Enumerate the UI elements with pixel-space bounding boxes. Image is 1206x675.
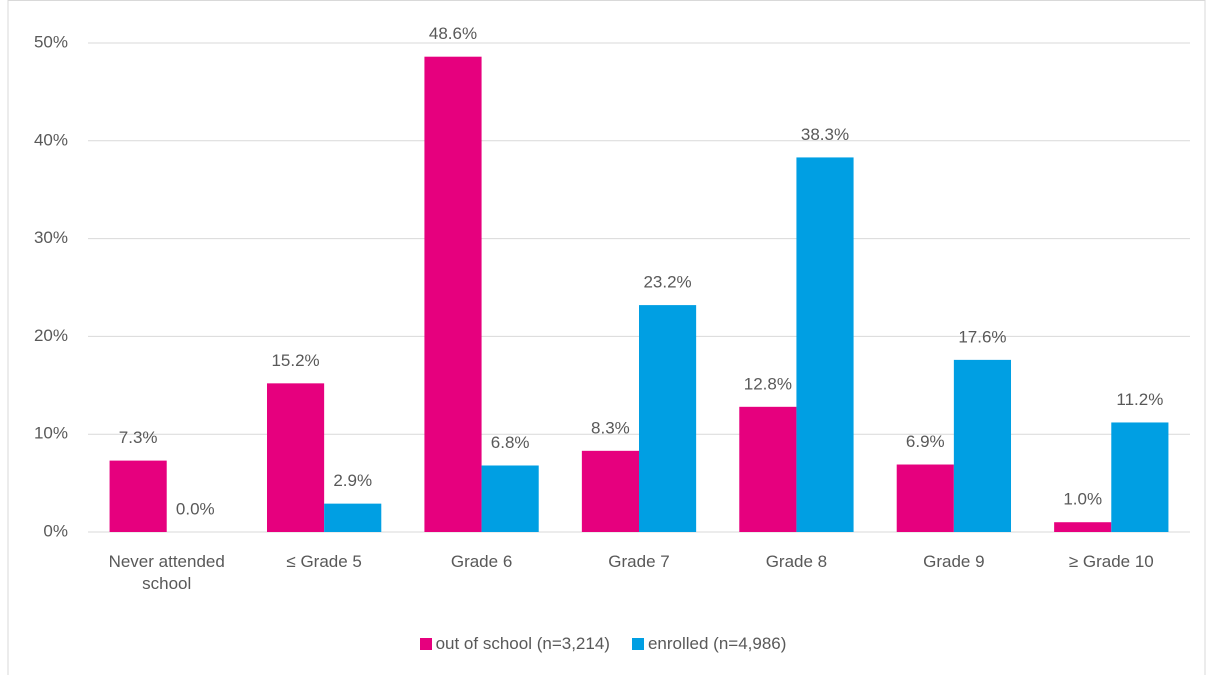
- x-tick-label: ≥ Grade 10: [1068, 552, 1154, 571]
- value-label: 17.6%: [958, 327, 1006, 346]
- value-label: 8.3%: [591, 418, 630, 437]
- x-tick-label: Grade 7: [608, 552, 670, 571]
- legend-swatch: [419, 638, 432, 650]
- y-tick-label: 50%: [34, 32, 68, 51]
- y-tick-label: 10%: [34, 424, 68, 443]
- x-tick-label: Grade 6: [450, 552, 513, 571]
- x-tick-label: Never attended school: [108, 552, 225, 593]
- value-label: 6.9%: [906, 432, 945, 451]
- value-label: 6.8%: [491, 433, 530, 452]
- bar: [266, 383, 325, 532]
- legend-label: out of school (n=3,214): [435, 634, 610, 653]
- bar: [1054, 522, 1112, 532]
- value-label: 7.3%: [119, 428, 158, 447]
- y-tick-label: 0%: [43, 521, 68, 540]
- y-tick-label: 30%: [34, 228, 68, 247]
- bar: [953, 359, 1012, 532]
- value-label: 38.3%: [801, 125, 849, 144]
- value-label: 15.2%: [271, 351, 319, 370]
- value-label: 12.8%: [744, 374, 792, 393]
- bar: [639, 305, 697, 532]
- y-tick-label: 40%: [34, 130, 68, 149]
- value-label: 0.0%: [176, 499, 215, 518]
- x-tick-label: Grade 8: [765, 552, 828, 571]
- x-tick-label: Grade 9: [923, 552, 985, 571]
- value-label: 11.2%: [1116, 390, 1163, 409]
- bar: [896, 464, 954, 532]
- bar: [1111, 422, 1169, 532]
- bar: [424, 56, 482, 532]
- legend: out of school (n=3,214) enrolled (n=4,986…: [0, 634, 1206, 654]
- bar: [739, 406, 797, 532]
- bar: [581, 450, 639, 532]
- bar: [481, 465, 539, 532]
- value-label: 1.0%: [1063, 490, 1102, 509]
- legend-item: out of school (n=3,214): [419, 634, 610, 654]
- value-label: 23.2%: [643, 273, 691, 292]
- y-tick-label: 20%: [34, 326, 68, 345]
- bar: [796, 157, 854, 532]
- bar: [324, 503, 382, 532]
- x-tick-label: ≤ Grade 5: [286, 552, 362, 571]
- legend-swatch: [631, 638, 644, 650]
- chart-frame: [7, 0, 1206, 675]
- legend-item: enrolled (n=4,986): [631, 634, 787, 654]
- value-label: 2.9%: [333, 471, 372, 490]
- legend-label: enrolled (n=4,986): [647, 634, 787, 653]
- bar: [109, 460, 167, 532]
- value-label: 48.6%: [429, 24, 477, 43]
